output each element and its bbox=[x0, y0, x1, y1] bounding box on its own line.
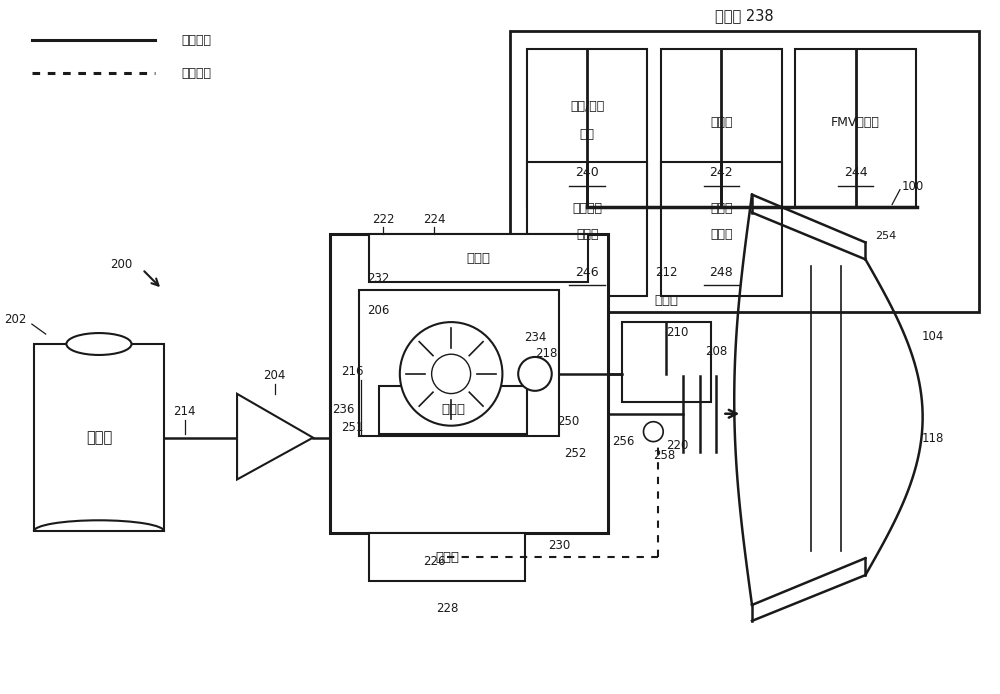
Text: 202: 202 bbox=[5, 312, 27, 325]
Bar bbox=[527, 162, 647, 296]
Circle shape bbox=[432, 354, 471, 393]
Text: 240: 240 bbox=[575, 166, 599, 179]
Bar bbox=[369, 533, 525, 581]
Text: 100: 100 bbox=[902, 180, 924, 193]
Text: 200: 200 bbox=[110, 258, 132, 271]
Text: 控制器: 控制器 bbox=[710, 228, 733, 241]
Text: 250: 250 bbox=[557, 415, 579, 428]
Text: 242: 242 bbox=[710, 166, 733, 179]
Text: 控制器 238: 控制器 238 bbox=[715, 8, 773, 23]
Text: 液压管线: 液压管线 bbox=[182, 67, 212, 80]
Text: 旁通阀: 旁通阀 bbox=[710, 202, 733, 215]
Text: 214: 214 bbox=[174, 405, 196, 418]
Text: 244: 244 bbox=[844, 166, 867, 179]
Text: 224: 224 bbox=[423, 213, 446, 226]
Text: 216: 216 bbox=[342, 366, 364, 378]
Text: 致动器: 致动器 bbox=[441, 403, 465, 416]
Text: 比较器: 比较器 bbox=[710, 117, 733, 129]
Text: 222: 222 bbox=[372, 213, 394, 226]
Circle shape bbox=[518, 357, 552, 391]
Text: 258: 258 bbox=[653, 449, 676, 462]
Bar bbox=[369, 235, 588, 282]
Bar bbox=[527, 49, 647, 207]
Text: 220: 220 bbox=[666, 439, 688, 452]
Bar bbox=[379, 386, 527, 434]
Bar bbox=[34, 344, 164, 532]
Text: 256: 256 bbox=[612, 435, 634, 448]
Circle shape bbox=[400, 322, 502, 425]
Text: 模块: 模块 bbox=[580, 128, 595, 142]
Text: 208: 208 bbox=[705, 346, 727, 359]
Text: 致动器: 致动器 bbox=[467, 252, 491, 265]
Text: 伺服阀: 伺服阀 bbox=[654, 294, 678, 307]
Text: FMV控制器: FMV控制器 bbox=[831, 117, 880, 129]
Ellipse shape bbox=[66, 333, 132, 355]
Text: 104: 104 bbox=[922, 330, 944, 343]
Circle shape bbox=[643, 422, 663, 441]
Text: 254: 254 bbox=[875, 231, 897, 242]
Text: 234: 234 bbox=[524, 330, 546, 344]
Bar bbox=[795, 49, 916, 207]
Bar bbox=[359, 290, 559, 436]
Text: 252: 252 bbox=[565, 447, 587, 460]
Text: 228: 228 bbox=[436, 602, 458, 616]
Text: 206: 206 bbox=[368, 304, 390, 316]
Text: 236: 236 bbox=[332, 403, 354, 416]
Text: 248: 248 bbox=[710, 266, 733, 279]
Text: 246: 246 bbox=[575, 266, 599, 279]
Bar bbox=[661, 49, 782, 207]
Text: 流体管线: 流体管线 bbox=[182, 34, 212, 46]
Text: 230: 230 bbox=[549, 539, 571, 552]
Text: 210: 210 bbox=[666, 325, 688, 339]
Text: 输入/输出: 输入/输出 bbox=[570, 101, 604, 113]
Text: 226: 226 bbox=[423, 555, 446, 568]
Bar bbox=[330, 235, 608, 533]
Text: 旁通阀: 旁通阀 bbox=[435, 550, 459, 564]
Text: 218: 218 bbox=[536, 348, 558, 360]
Text: 118: 118 bbox=[922, 432, 944, 445]
Text: 燃料罐: 燃料罐 bbox=[86, 430, 112, 445]
Text: 控制器: 控制器 bbox=[576, 228, 599, 241]
Text: 251: 251 bbox=[342, 421, 364, 434]
Bar bbox=[510, 31, 979, 312]
Text: 212: 212 bbox=[655, 266, 677, 279]
Text: 232: 232 bbox=[367, 272, 390, 285]
Text: 泵致动器: 泵致动器 bbox=[572, 202, 602, 215]
Polygon shape bbox=[237, 393, 313, 480]
Bar bbox=[661, 162, 782, 296]
Bar bbox=[622, 322, 711, 402]
Text: 204: 204 bbox=[263, 369, 286, 382]
